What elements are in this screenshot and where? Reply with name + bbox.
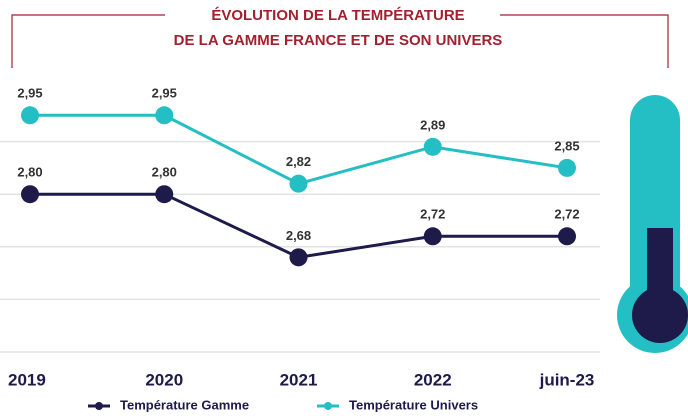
data-point <box>21 106 39 125</box>
data-point <box>558 158 576 177</box>
data-point <box>289 174 308 193</box>
data-label: 2,80 <box>17 165 42 180</box>
data-point <box>155 106 174 125</box>
chart-title: ÉVOLUTION DE LA TEMPÉRATURE <box>211 7 464 24</box>
data-label: 2,68 <box>286 228 311 243</box>
data-point <box>155 185 174 204</box>
frame-right <box>500 14 669 68</box>
x-tick-label: 2019 <box>8 370 46 389</box>
data-label: 2,82 <box>286 154 311 169</box>
legend-label: Température Gamme <box>120 397 249 412</box>
x-tick-label: 2022 <box>414 370 452 389</box>
data-point <box>289 248 308 267</box>
data-label: 2,72 <box>554 207 579 222</box>
chart-title: DE LA GAMME FRANCE ET DE SON UNIVERS <box>174 32 503 49</box>
data-label: 2,72 <box>420 207 445 222</box>
series-line <box>30 113 568 186</box>
data-label: 2,85 <box>554 138 579 153</box>
data-label: 2,95 <box>152 86 177 101</box>
legend-label: Température Univers <box>349 397 478 412</box>
x-tick-label: juin-23 <box>539 370 595 389</box>
series-line <box>30 192 567 259</box>
x-tick-label: 2021 <box>280 370 318 389</box>
data-point <box>21 185 39 204</box>
legend-swatch <box>324 402 332 410</box>
thermometer-core <box>632 287 688 343</box>
legend-swatch <box>95 402 103 410</box>
data-label: 2,89 <box>420 117 445 132</box>
x-tick-label: 2020 <box>145 370 183 389</box>
title-frame <box>11 14 669 68</box>
data-point <box>423 137 442 156</box>
data-label: 2,95 <box>17 86 42 101</box>
data-point <box>558 227 576 246</box>
plot: 2019 2020 2021 2022 juin-23 2,80 2,80 2,68 2,72 2… <box>0 86 600 412</box>
data-point <box>423 227 442 246</box>
frame-left <box>11 14 165 68</box>
thermometer <box>617 95 688 353</box>
data-label: 2,80 <box>152 165 177 180</box>
